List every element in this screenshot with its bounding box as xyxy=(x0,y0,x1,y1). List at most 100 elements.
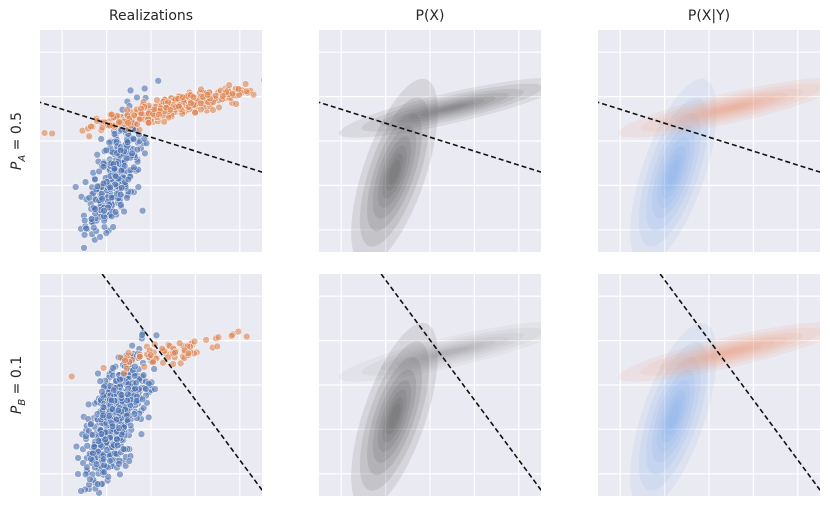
scatter-point-class1 xyxy=(124,119,132,127)
scatter-point-class0 xyxy=(112,172,120,181)
column-title-pxy: P(X|Y) xyxy=(688,8,730,24)
density-contour xyxy=(382,145,407,199)
class0-density-contour xyxy=(651,369,696,463)
scatter-point-class0 xyxy=(91,205,99,213)
scatter-point-class0 xyxy=(151,385,159,393)
scatter-point-class0 xyxy=(110,165,118,173)
threshold-line xyxy=(659,274,820,492)
scatter-point-class0 xyxy=(141,84,149,93)
scatter-point-class1 xyxy=(191,109,199,117)
scatter-point-class0 xyxy=(109,364,117,372)
scatter-point-class0 xyxy=(131,372,139,380)
scatter-point-class0 xyxy=(125,457,133,465)
class0-density-contour xyxy=(667,403,680,429)
scatter-point-class0 xyxy=(98,195,106,203)
density-contour xyxy=(429,101,475,114)
scatter-point-class1 xyxy=(130,111,138,119)
scatter-point-class0 xyxy=(106,183,114,192)
scatter-point-class1 xyxy=(144,119,153,127)
scatter-point-class0 xyxy=(87,420,95,428)
panel-content xyxy=(319,77,541,252)
class1-density-contour xyxy=(640,327,820,376)
panel-A-pxy xyxy=(598,30,820,252)
scatter-point-class0 xyxy=(74,470,82,478)
scatter-point-class0 xyxy=(74,454,82,462)
scatter-point-class1 xyxy=(123,364,131,373)
scatter-point-class1 xyxy=(178,93,187,101)
scatter-point-class0 xyxy=(113,441,122,449)
scatter-point-class0 xyxy=(80,244,88,252)
scatter-point-class0 xyxy=(97,430,106,438)
scatter-point-class0 xyxy=(117,391,126,399)
scatter-point-class0 xyxy=(127,421,135,430)
scatter-point-class0 xyxy=(96,233,104,241)
density-contour xyxy=(338,77,541,138)
scatter-point-class0 xyxy=(94,369,102,378)
scatter-point-class1 xyxy=(99,364,108,372)
scatter-point-class0 xyxy=(102,146,110,154)
row-label-A: PA = 0.5 xyxy=(9,112,28,170)
scatter-point-class0 xyxy=(138,331,146,339)
density-contour xyxy=(408,96,496,120)
scatter-point-class1 xyxy=(241,80,250,88)
scatter-point-class0 xyxy=(84,400,93,409)
scatter-point-class0 xyxy=(124,390,132,398)
scatter-point-class0 xyxy=(123,138,132,146)
density-contour xyxy=(351,322,438,496)
scatter-point-class0 xyxy=(99,455,108,463)
scatter-point-class0 xyxy=(100,207,108,215)
class0-density-contour xyxy=(656,380,691,452)
scatter-point-class0 xyxy=(124,175,132,184)
panel-A-realizations xyxy=(40,30,262,252)
scatter-point-class0 xyxy=(152,331,161,339)
scatter-point-class0 xyxy=(93,151,101,159)
class1-density-contour xyxy=(699,343,764,361)
scatter-point-class0 xyxy=(115,460,123,468)
scatter-point-class0 xyxy=(94,480,102,488)
density-contour xyxy=(377,136,412,208)
panel-content xyxy=(68,274,262,507)
scatter-point-class0 xyxy=(97,135,105,143)
class1-density-contour xyxy=(674,336,788,367)
scatter-point-class1 xyxy=(243,332,251,341)
scatter-point-class0 xyxy=(106,457,114,465)
scatter-point-class0 xyxy=(132,397,141,405)
scatter-point-class1 xyxy=(68,372,76,381)
density-contour xyxy=(372,125,417,219)
scatter-point-class0 xyxy=(145,413,153,422)
density-contour xyxy=(380,88,524,127)
class0-density-contour xyxy=(638,341,709,491)
threshold-line xyxy=(101,274,262,492)
density-contour xyxy=(385,397,404,435)
class0-density-contour xyxy=(651,125,696,219)
density-contour xyxy=(338,321,541,382)
class0-density-contour xyxy=(646,357,701,476)
class0-density-contour xyxy=(661,145,686,199)
scatter-point-class0 xyxy=(117,146,125,154)
scatter-point-class0 xyxy=(139,371,148,379)
scatter-point-class1 xyxy=(225,81,233,89)
scatter-point-class1 xyxy=(158,344,166,353)
scatter-point-class0 xyxy=(83,500,90,507)
density-contour xyxy=(437,347,468,356)
scatter-point-class0 xyxy=(89,169,97,177)
scatter-point-class1 xyxy=(153,96,161,104)
density-contour xyxy=(351,78,438,252)
scatter-point-class0 xyxy=(133,93,141,102)
scatter-point-class1 xyxy=(48,129,56,138)
density-contour xyxy=(420,343,485,361)
density-contour xyxy=(395,336,509,367)
density-contour xyxy=(359,341,430,491)
scatter-point-class0 xyxy=(82,432,90,440)
scatter-point-class1 xyxy=(214,333,223,341)
scatter-point-class1 xyxy=(171,348,179,357)
scatter-point-class1 xyxy=(215,103,223,112)
scatter-point-class0 xyxy=(102,229,110,237)
scatter-point-class0 xyxy=(100,223,109,231)
scatter-point-class0 xyxy=(117,166,126,175)
panel-content xyxy=(598,77,820,252)
scatter-point-class1 xyxy=(124,349,133,357)
scatter-point-class1 xyxy=(197,99,205,108)
scatter-point-class1 xyxy=(121,356,129,365)
